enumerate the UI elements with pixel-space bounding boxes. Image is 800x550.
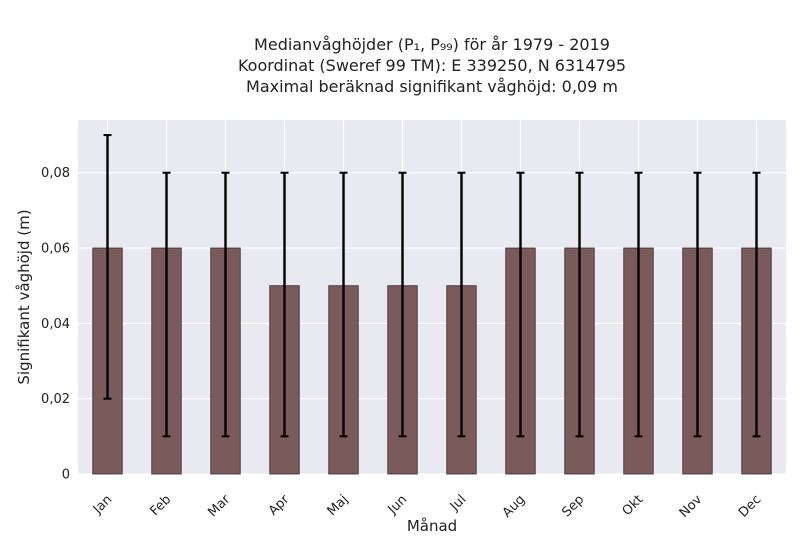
error-bar-apr	[280, 171, 289, 438]
error-bar-mar	[221, 171, 230, 438]
error-bar-feb	[162, 171, 171, 438]
y-axis-ticks: 0 0,02 0,04 0,06 0,08	[41, 166, 70, 482]
x-tick-label-okt: Okt	[620, 492, 647, 519]
x-tick-label-aug: Aug	[500, 492, 529, 521]
chart-title: Medianvåghöjder (P₁, P₉₉) för år 1979 - …	[78, 34, 786, 97]
x-tick-label-nov: Nov	[677, 492, 706, 521]
chart-title-line-3: Maximal beräknad signifikant våghöjd: 0,…	[246, 77, 618, 96]
x-tick-label-jun: Jun	[385, 492, 411, 518]
y-tick-label: 0	[62, 468, 70, 483]
plot-area	[78, 120, 786, 474]
error-bar-jun	[398, 171, 407, 438]
x-tick-label-jan: Jan	[90, 492, 115, 517]
x-tick-label-feb: Feb	[147, 492, 174, 519]
chart-title-line-1: Medianvåghöjder (P₁, P₉₉) för år 1979 - …	[254, 35, 610, 54]
error-bar-aug	[516, 171, 525, 438]
error-bar-jul	[457, 171, 466, 438]
x-tick-label-dec: Dec	[736, 492, 764, 520]
x-tick-label-mar: Mar	[205, 492, 233, 520]
error-bar-dec	[752, 171, 761, 438]
chart-title-line-2: Koordinat (Sweref 99 TM): E 339250, N 63…	[237, 56, 627, 75]
y-tick-label: 0,08	[41, 166, 70, 181]
y-tick-label: 0,04	[41, 317, 70, 332]
x-tick-label-maj: Maj	[325, 492, 352, 519]
error-bar-okt	[634, 171, 643, 438]
x-tick-label-apr: Apr	[266, 492, 293, 519]
error-bars	[103, 134, 761, 438]
x-tick-label-sep: Sep	[559, 492, 587, 520]
y-tick-label: 0,02	[41, 392, 70, 407]
x-axis-label: Månad	[407, 517, 457, 535]
error-bar-sep	[575, 171, 584, 438]
y-tick-label: 0,06	[41, 242, 70, 257]
error-bar-jan	[103, 134, 112, 400]
error-bar-maj	[339, 171, 348, 438]
y-axis-label: Signifikant våghöjd (m)	[15, 209, 33, 384]
error-bar-nov	[693, 171, 702, 438]
x-tick-label-jul: Jul	[447, 492, 469, 514]
